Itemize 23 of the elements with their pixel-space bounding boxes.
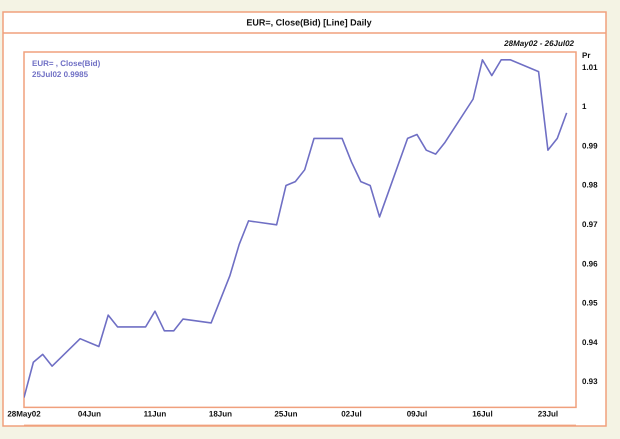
x-tick-label: 11Jun bbox=[144, 409, 166, 418]
y-tick-label: 0.97 bbox=[582, 220, 598, 229]
y-tick-label: 1 bbox=[582, 102, 587, 112]
x-tick-label: 16Jul bbox=[472, 409, 493, 418]
x-tick-label: 02Jul bbox=[341, 409, 362, 418]
x-tick-label: 28May02 bbox=[7, 409, 42, 418]
chart-title: EUR=, Close(Bid) [Line] Daily bbox=[246, 17, 372, 28]
x-tick-label: 04Jun bbox=[78, 409, 102, 418]
y-axis-title: Pr bbox=[582, 51, 590, 60]
y-tick-label: 0.96 bbox=[582, 259, 598, 268]
y-tick-label: 0.95 bbox=[582, 298, 598, 308]
chart-subtitle: 28May02 - 26Jul02 bbox=[503, 39, 575, 48]
y-tick-label: 0.94 bbox=[582, 338, 598, 347]
x-tick-label: 23Jul bbox=[538, 409, 558, 418]
x-tick-label: 09Jul bbox=[406, 409, 428, 418]
y-tick-label: 0.99 bbox=[582, 141, 598, 150]
text: EUR= , Close(Bid) bbox=[32, 59, 101, 68]
y-tick-label: 0.98 bbox=[582, 180, 598, 190]
x-tick-label: 25Jun bbox=[274, 409, 298, 418]
x-tick-label: 18Jun bbox=[208, 409, 232, 418]
annotation: 25Jul02 0.9985 bbox=[32, 70, 89, 80]
y-tick-label: 1.01 bbox=[582, 62, 598, 72]
y-tick-label: 0.93 bbox=[582, 377, 598, 386]
